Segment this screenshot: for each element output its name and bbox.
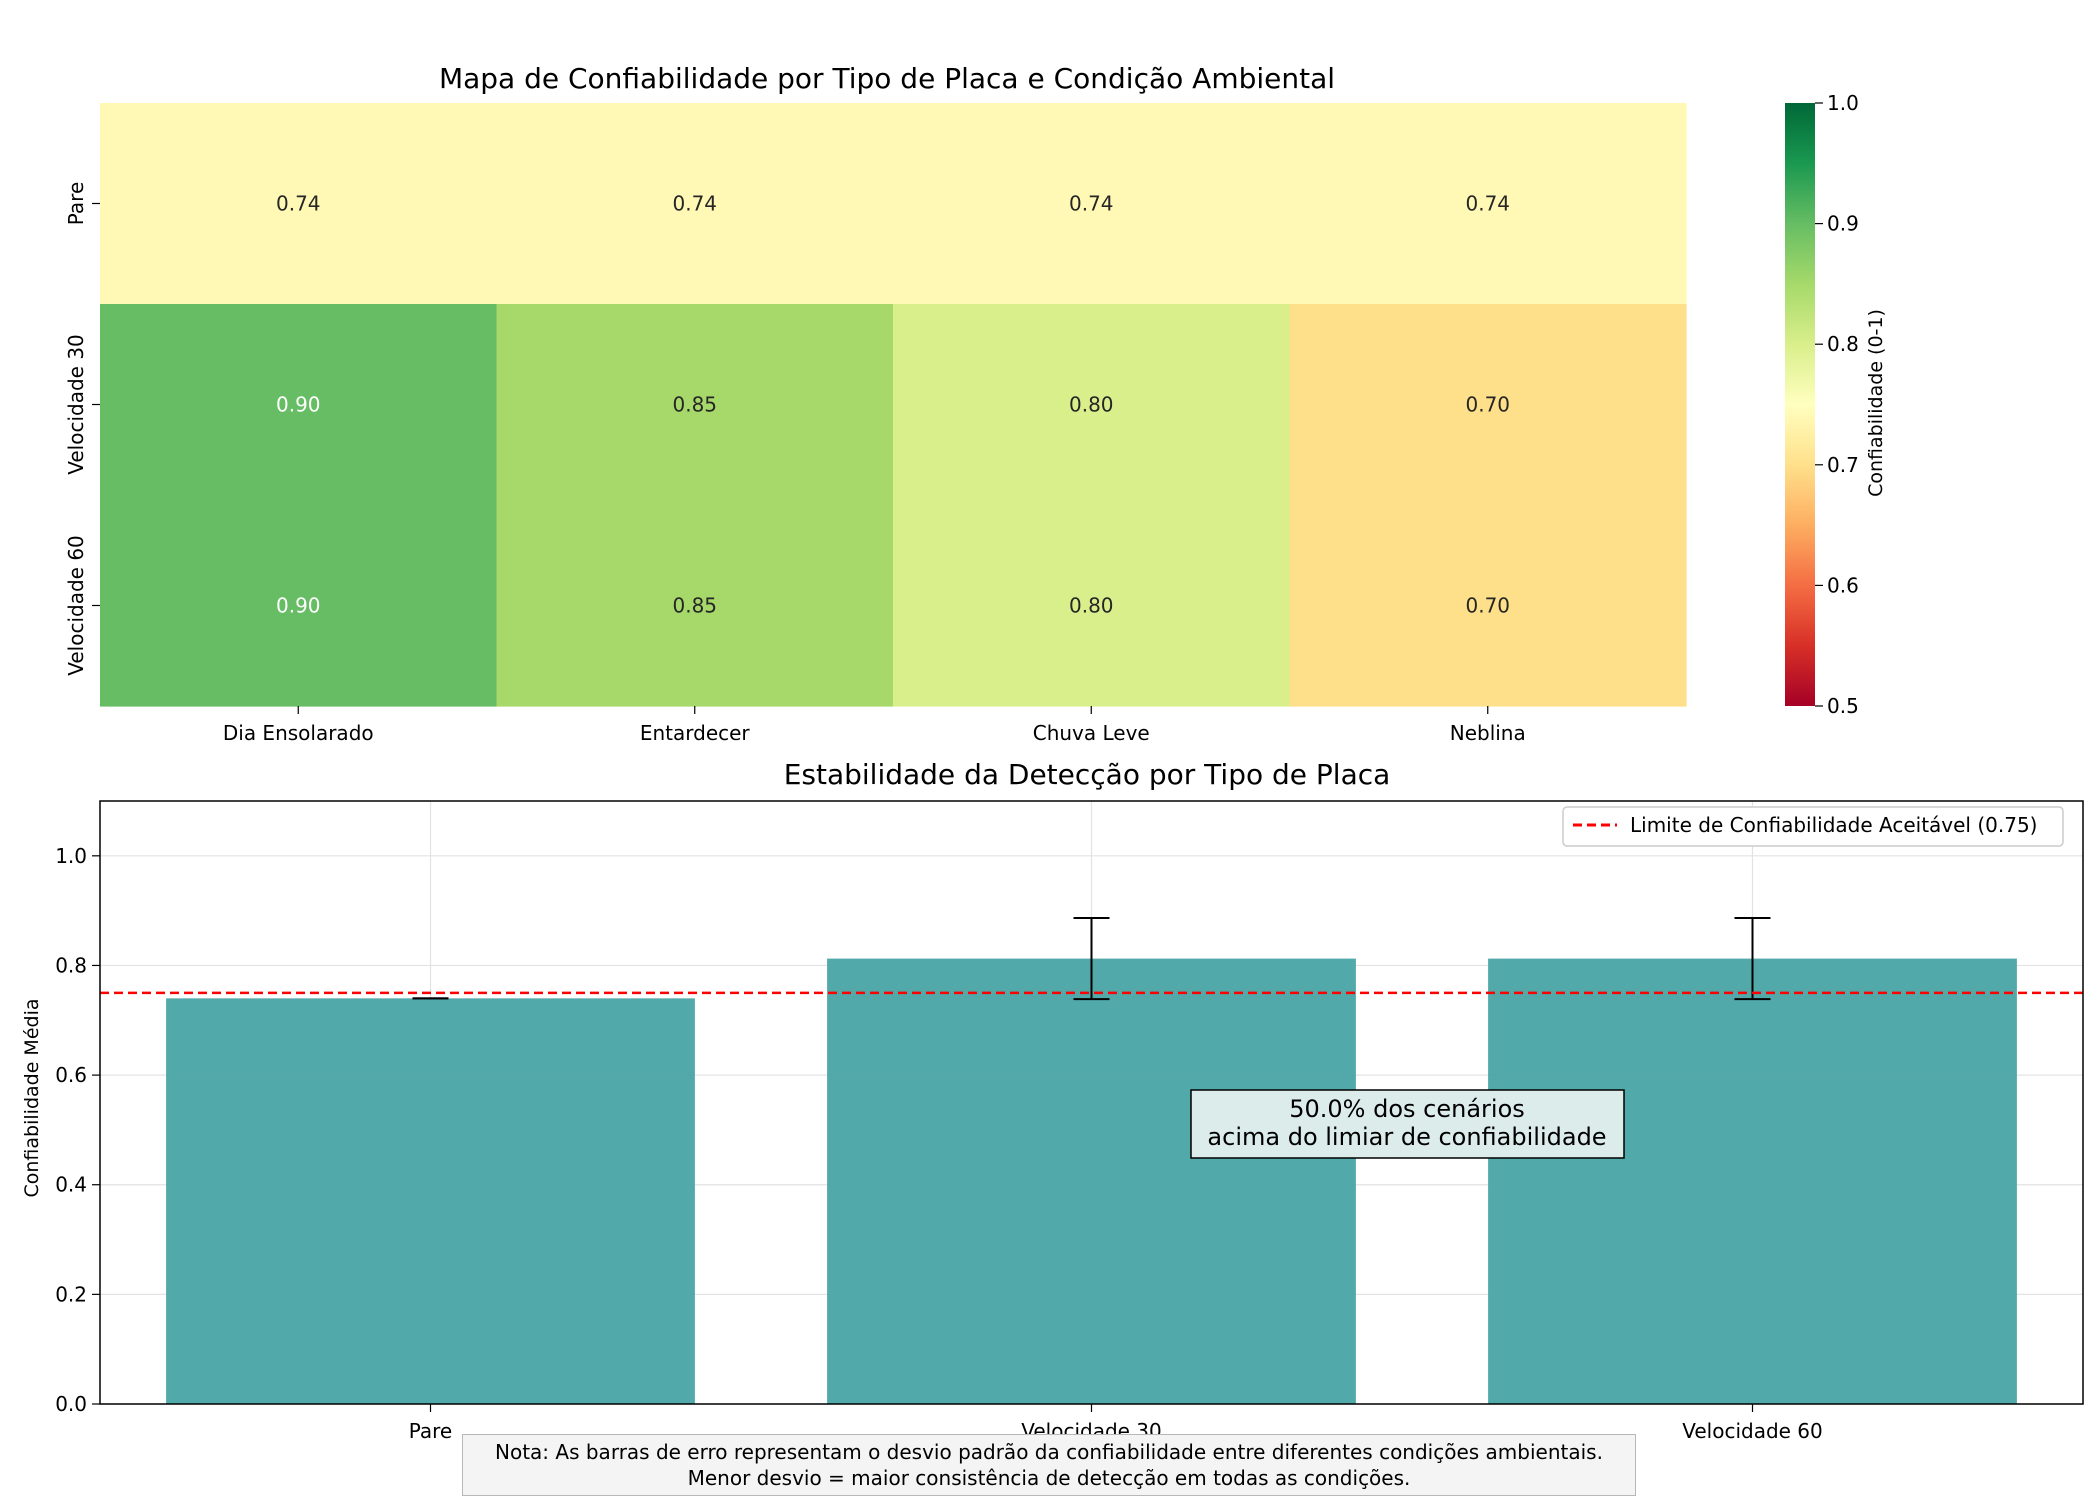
colorbar-label: Confiabilidade (0-1) [1865,309,1887,497]
heatmap-cell [1289,304,1687,506]
bar [166,998,695,1404]
bar-y-tick-label: 1.0 [55,844,87,868]
bar-x-tick-label: Velocidade 60 [1682,1419,1823,1443]
heatmap-cell [100,103,498,305]
heatmap-cell-value: 0.85 [672,594,717,618]
colorbar-gradient [1785,103,1815,706]
heatmap-cell [496,304,894,506]
footnote-line-2: Menor desvio = maior consistência de det… [687,1466,1411,1490]
heatmap-y-tick-label: Pare [64,182,88,226]
footnote-line-1: Nota: As barras de erro representam o de… [495,1440,1603,1464]
heatmap-axes: Dia Ensolarado Entardecer Chuva Leve Neblin… [64,182,1526,745]
footnote: Nota: As barras de erro representam o de… [462,1434,1636,1496]
bar [1488,958,2017,1404]
heatmap-x-tick-label: Dia Ensolarado [223,721,374,745]
colorbar-tick-label: 0.8 [1827,332,1859,356]
heatmap-cell [893,505,1291,707]
heatmap-cell [100,505,498,707]
annotation-box: 50.0% dos cenários acima do limiar de co… [1190,1089,1625,1159]
bar-chart-title: Estabilidade da Detecção por Tipo de Pla… [784,758,1391,791]
heatmap-cell-value: 0.90 [276,393,321,417]
bar-y-tick-label: 0.2 [55,1282,87,1306]
heatmap-x-tick-label: Chuva Leve [1033,721,1150,745]
heatmap-cell [496,505,894,707]
heatmap-x-tick-label: Entardecer [640,721,751,745]
heatmap-cell [893,103,1291,305]
heatmap-x-tick-label: Neblina [1450,721,1526,745]
bar-y-tick-label: 0.4 [55,1173,87,1197]
bar [827,958,1356,1404]
colorbar-tick-label: 0.7 [1827,453,1859,477]
heatmap-cell-value: 0.74 [672,192,717,216]
bars [166,958,2017,1404]
bar-y-axis-label: Confiabilidade Média [21,999,43,1198]
heatmap-cell [100,304,498,506]
heatmap-cell-value: 0.80 [1069,594,1114,618]
heatmap-cell-value: 0.74 [276,192,321,216]
bar-y-tick-label: 0.0 [55,1392,87,1416]
heatmap-cell-value: 0.74 [1465,192,1510,216]
heatmap-cell [893,304,1291,506]
colorbar-tick-label: 0.6 [1827,573,1859,597]
colorbar-tick-label: 1.0 [1827,91,1859,115]
heatmap-cell [1289,103,1687,305]
legend: Limite de Confiabilidade Aceitável (0.75… [1562,806,2064,847]
heatmap-cell-value: 0.70 [1465,594,1510,618]
heatmap-y-tick-label: Velocidade 60 [64,535,88,676]
heatmap-cell-value: 0.90 [276,594,321,618]
bar-y-tick-label: 0.8 [55,953,87,977]
annotation-line-2: acima do limiar de confiabilidade [1207,1123,1606,1151]
heatmap-cell-value: 0.85 [672,393,717,417]
heatmap-cells: 0.74 0.74 0.74 0.74 0.90 0.85 0.80 0.70 0.90 0.85… [100,103,1687,707]
heatmap-cell [496,103,894,305]
heatmap-cell [1289,505,1687,707]
heatmap-cell-value: 0.74 [1069,192,1114,216]
heatmap-cell-value: 0.70 [1465,393,1510,417]
heatmap-cell-value: 0.80 [1069,393,1114,417]
bar-y-tick-label: 0.6 [55,1063,87,1087]
colorbar-tick-label: 0.5 [1827,694,1859,718]
heatmap-y-tick-label: Velocidade 30 [64,334,88,475]
heatmap-colorbar: 0.5 0.6 0.7 0.8 0.9 1.0 [1785,91,1859,718]
heatmap-title: Mapa de Confiabilidade por Tipo de Placa… [439,62,1335,95]
annotation-line-1: 50.0% dos cenários [1289,1095,1525,1123]
bar-x-tick-label: Pare [409,1419,453,1443]
colorbar-tick-label: 0.9 [1827,212,1859,236]
error-bars [412,917,1771,1001]
legend-threshold-label: Limite de Confiabilidade Aceitável (0.75… [1630,813,2037,837]
